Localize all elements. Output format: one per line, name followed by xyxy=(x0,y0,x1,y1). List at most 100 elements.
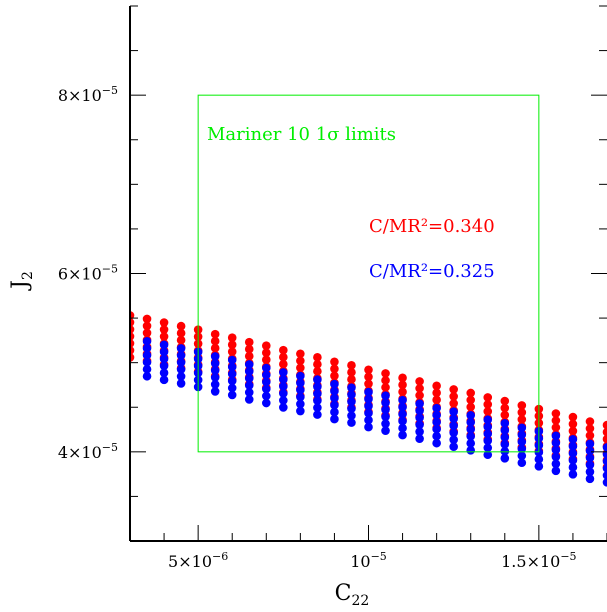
data-point xyxy=(227,347,237,357)
data-point xyxy=(415,420,424,429)
data-point xyxy=(432,424,441,434)
data-point xyxy=(500,447,510,456)
data-point xyxy=(500,419,510,428)
limits-box-label: Mariner 10 1σ limits xyxy=(207,124,396,145)
data-point xyxy=(159,325,169,334)
data-point xyxy=(330,357,339,367)
data-point xyxy=(551,438,561,448)
data-point xyxy=(500,410,510,420)
data-point xyxy=(517,408,527,417)
data-point xyxy=(296,371,305,381)
data-point xyxy=(142,336,152,346)
data-point xyxy=(483,415,493,425)
data-point xyxy=(347,404,356,413)
data-point xyxy=(415,427,424,436)
data-point xyxy=(551,423,561,432)
data-point xyxy=(585,467,595,477)
data-point xyxy=(296,399,305,409)
data-point xyxy=(500,454,510,463)
data-point xyxy=(159,347,169,357)
data-point xyxy=(449,392,458,401)
data-point xyxy=(551,431,561,441)
data-point xyxy=(500,403,510,413)
data-point xyxy=(176,351,186,360)
data-point xyxy=(261,341,271,351)
data-point xyxy=(415,434,424,443)
data-point xyxy=(330,393,339,403)
data-point xyxy=(142,371,152,381)
data-point xyxy=(364,415,373,425)
data-point xyxy=(142,321,152,331)
data-point xyxy=(227,369,237,379)
data-point xyxy=(381,426,390,435)
data-point xyxy=(296,392,305,402)
x-axis-label: C22 xyxy=(335,581,370,608)
data-point xyxy=(585,439,595,449)
data-point xyxy=(279,359,288,369)
data-point xyxy=(568,442,578,451)
data-point xyxy=(210,329,220,339)
data-point xyxy=(466,445,476,455)
data-point xyxy=(244,337,254,347)
data-point xyxy=(296,406,305,416)
data-point xyxy=(500,396,510,406)
data-point xyxy=(602,434,607,444)
data-point xyxy=(500,426,510,435)
data-point xyxy=(381,376,390,385)
data-point xyxy=(534,455,544,464)
data-point xyxy=(449,421,458,431)
data-point xyxy=(176,379,186,388)
data-point xyxy=(381,398,390,407)
data-point xyxy=(398,380,407,390)
data-point xyxy=(381,419,390,428)
data-point xyxy=(568,412,578,422)
data-point xyxy=(432,395,441,405)
data-point xyxy=(602,427,607,437)
data-point xyxy=(432,403,441,413)
data-point xyxy=(415,391,424,400)
data-point xyxy=(313,353,322,362)
y-tick-label: 6×10−5 xyxy=(58,263,118,284)
data-point xyxy=(330,400,339,410)
series-1 xyxy=(142,336,607,487)
data-point xyxy=(142,343,152,353)
data-point xyxy=(466,438,476,448)
data-point xyxy=(483,393,493,402)
x-tick-label: 5×10−6 xyxy=(168,550,228,571)
data-point xyxy=(330,386,339,396)
data-point xyxy=(517,451,527,461)
data-point xyxy=(517,444,527,454)
data-point xyxy=(432,417,441,427)
data-point xyxy=(176,328,186,338)
data-point xyxy=(449,407,458,417)
data-point xyxy=(551,445,561,455)
data-point xyxy=(176,365,186,374)
data-point xyxy=(551,452,561,462)
data-point xyxy=(381,391,390,400)
data-point xyxy=(159,361,169,371)
data-point xyxy=(517,437,527,447)
data-point xyxy=(210,336,220,346)
y-axis-label: J2 xyxy=(8,271,36,291)
data-point xyxy=(568,419,578,429)
data-point xyxy=(381,383,390,392)
data-point xyxy=(534,462,544,471)
data-point xyxy=(381,405,390,414)
data-point xyxy=(449,428,458,438)
data-point xyxy=(130,346,135,355)
data-point xyxy=(210,366,220,375)
data-point xyxy=(279,375,288,384)
data-point xyxy=(142,314,152,324)
data-point xyxy=(142,364,152,374)
data-point xyxy=(313,403,322,412)
data-point xyxy=(432,388,441,398)
data-point xyxy=(398,423,407,433)
data-point xyxy=(449,442,458,452)
data-point xyxy=(466,410,476,420)
data-point xyxy=(364,387,373,397)
data-point xyxy=(551,409,561,418)
data-point xyxy=(602,478,607,487)
data-point xyxy=(261,348,271,358)
data-point xyxy=(551,466,561,476)
tick-layer: 5×10−6 10−5 1.5×10−5 4×10−5 6×10−5 8×10−5 xyxy=(58,5,607,571)
